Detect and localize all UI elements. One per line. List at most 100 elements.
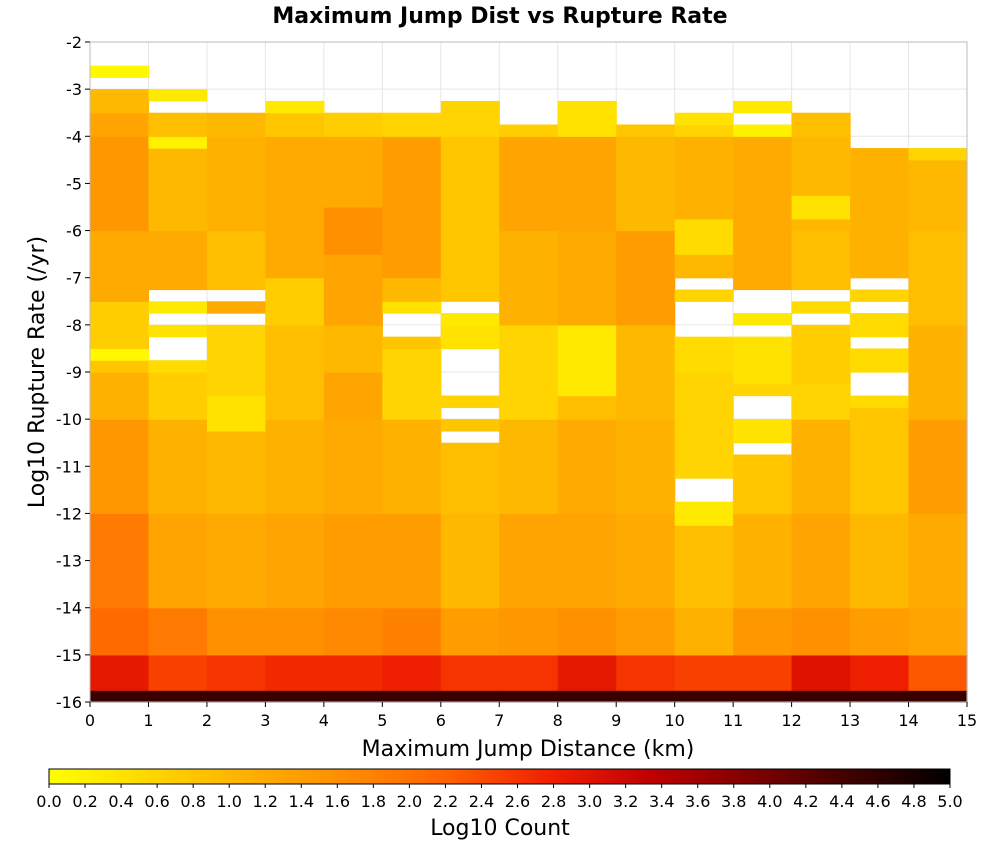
colorbar-tick-label: 0.2 [72,792,97,811]
heatmap-cell [850,395,910,408]
heatmap-cell [733,136,793,291]
heatmap-cell [265,607,325,656]
heatmap-cell [90,654,150,691]
heatmap-cell [791,218,851,232]
x-axis-ticks: 0 1 2 3 4 5 6 7 8 9 10 11 12 13 14 15 [85,702,977,730]
heatmap-cell [323,419,383,515]
heatmap-cell [206,513,266,609]
heatmap-cell [206,230,266,291]
heatmap-cell [908,324,968,420]
heatmap-cell [674,124,734,137]
colorbar-tick-label: 4.6 [865,792,890,811]
heatmap-cell [323,654,383,691]
x-tick-label: 13 [840,711,860,730]
heatmap-cell [733,513,793,609]
y-tick-label: -14 [56,599,82,618]
heatmap-cell [850,607,910,656]
heatmap-cell [557,419,617,515]
y-tick-label: -6 [66,222,82,241]
heatmap-cell [323,112,383,137]
heatmap-cell [908,159,968,232]
y-tick-label: -10 [56,410,82,429]
y-tick-label: -2 [66,33,82,52]
y-tick-label: -12 [56,504,82,523]
heatmap-cells [90,65,968,703]
heatmap-cell [90,513,150,609]
heatmap-cell [616,513,676,609]
colorbar-tick-label: 4.2 [793,792,818,811]
x-tick-label: 7 [494,711,504,730]
colorbar-tick-label: 1.8 [361,792,386,811]
heatmap-cell [850,289,910,302]
heatmap-cell [499,419,559,515]
heatmap-cell [148,230,208,291]
heatmap-cell [908,513,968,609]
x-tick-label: 2 [202,711,212,730]
heatmap-cell [733,100,793,114]
heatmap-cell [382,513,442,609]
y-tick-label: -3 [66,80,82,99]
heatmap-cell [265,690,325,703]
heatmap-cell [440,100,500,137]
heatmap-cell [323,607,383,656]
heatmap-cell [733,336,793,385]
heatmap-cell [382,277,442,302]
heatmap-cell [850,513,910,609]
heatmap-cell [148,419,208,515]
heatmap-cell [440,690,500,703]
heatmap-cell [148,136,208,149]
heatmap-cell [265,324,325,420]
heatmap-cell [557,607,617,656]
heatmap-cell [148,360,208,373]
heatmap-cell [265,112,325,137]
heatmap-cell [148,372,208,420]
heatmap-cell [557,513,617,609]
colorbar-tick-label: 2.0 [397,792,422,811]
heatmap-cell [148,607,208,656]
heatmap-cell [90,136,150,232]
heatmap-cell [382,336,442,350]
heatmap-cell [791,654,851,691]
colorbar-tick-label: 2.6 [505,792,530,811]
colorbar-tick-label: 2.8 [541,792,566,811]
heatmap-cell [265,654,325,691]
heatmap-cell [733,313,793,326]
heatmap-cell [674,654,734,691]
heatmap-cell [557,230,617,326]
x-tick-label: 1 [143,711,153,730]
heatmap-cell [674,336,734,373]
heatmap-cell [499,124,559,137]
heatmap-cell [616,654,676,691]
heatmap-cell [206,112,266,137]
heatmap-cell [850,348,910,373]
heatmap-cell [616,124,676,137]
x-tick-label: 5 [377,711,387,730]
heatmap-cell [791,383,851,420]
heatmap-cell [148,324,208,338]
heatmap-cell [791,112,851,137]
heatmap-cell [908,607,968,656]
y-tick-label: -7 [66,269,82,288]
heatmap-cell [148,513,208,609]
heatmap-cell [90,607,150,656]
heatmap-cell [791,513,851,609]
heatmap-cell [90,690,150,703]
heatmap-cell [908,148,968,161]
y-axis-ticks: -2 -3 -4 -5 -6 -7 -8 -9 -10 -11 -12 -13 -14 -15 -16 [56,33,90,712]
heatmap-cell [323,690,383,703]
colorbar-label: Log10 Count [430,816,570,841]
x-tick-label: 14 [898,711,918,730]
colorbar-tick-label: 2.2 [433,792,458,811]
heatmap-cell [791,324,851,385]
x-tick-label: 0 [85,711,95,730]
heatmap-cell [206,136,266,232]
heatmap-cell [616,419,676,515]
heatmap-cell [382,419,442,515]
heatmap-cell [90,230,150,302]
x-tick-label: 8 [553,711,563,730]
y-tick-label: -8 [66,316,82,335]
heatmap-cell [148,301,208,314]
colorbar-tick-label: 0.6 [144,792,169,811]
heatmap-cell [90,372,150,420]
